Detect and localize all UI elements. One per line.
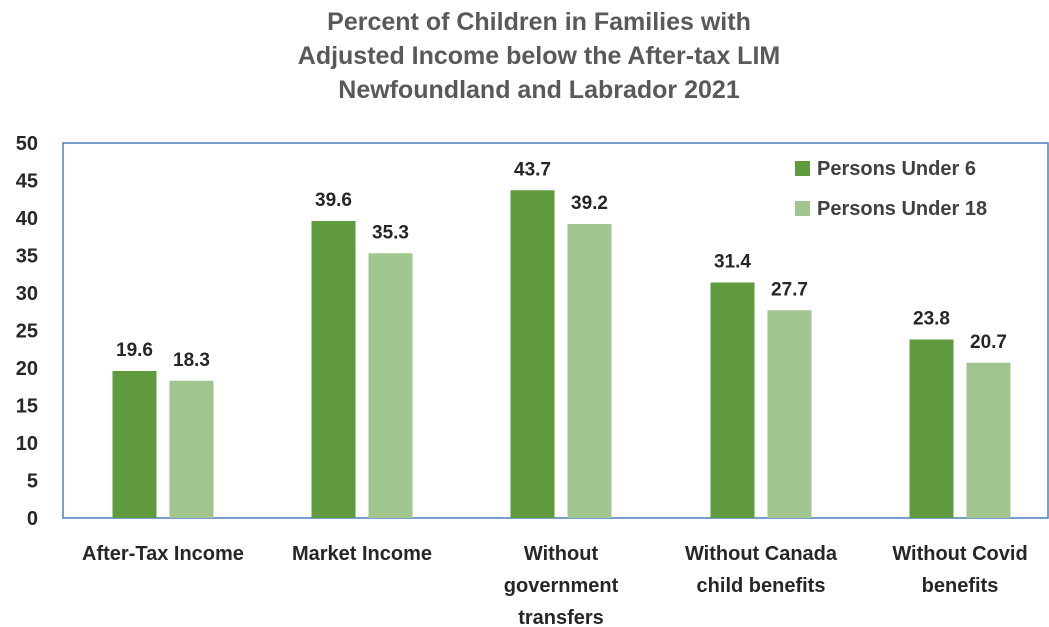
- x-tick-label: government: [504, 575, 619, 597]
- chart-title-line: Percent of Children in Families with: [327, 8, 751, 36]
- y-tick-label: 20: [16, 358, 38, 380]
- bar-persons-under-6: [112, 371, 157, 518]
- data-label: 39.2: [571, 193, 608, 214]
- y-axis: 0 5 10 15 20 25 30 35 40 45 50: [16, 133, 38, 530]
- data-label: 27.7: [771, 279, 808, 300]
- x-tick-label: benefits: [922, 575, 999, 597]
- bar-persons-under-6: [909, 339, 954, 518]
- y-tick-label: 40: [16, 208, 38, 230]
- bar-persons-under-18: [567, 224, 612, 518]
- chart-title-line: Adjusted Income below the After-tax LIM: [298, 42, 780, 70]
- x-tick-label: Without Covid: [892, 543, 1027, 565]
- bar-persons-under-18: [966, 362, 1011, 518]
- data-label: 39.6: [315, 190, 352, 211]
- bar-persons-under-6: [510, 190, 555, 518]
- legend-label: Persons Under 6: [817, 158, 976, 180]
- y-tick-label: 0: [27, 508, 38, 530]
- y-tick-label: 35: [16, 246, 38, 268]
- y-tick-label: 10: [16, 433, 38, 455]
- y-tick-label: 15: [16, 396, 38, 418]
- bar-persons-under-6: [311, 221, 356, 518]
- bar-persons-under-18: [767, 310, 812, 518]
- y-tick-label: 30: [16, 283, 38, 305]
- data-label: 19.6: [116, 340, 153, 361]
- data-label: 23.8: [913, 309, 950, 330]
- x-tick-label: child benefits: [697, 575, 826, 597]
- legend: Persons Under 6 Persons Under 18: [795, 158, 987, 220]
- x-tick-label: transfers: [518, 607, 604, 627]
- data-label: 20.7: [970, 332, 1007, 353]
- bar-persons-under-18: [368, 253, 413, 518]
- chart-title: Percent of Children in Families with Adju…: [298, 8, 780, 104]
- x-tick-label: Without Canada: [685, 543, 838, 565]
- bar-persons-under-6: [710, 282, 755, 518]
- x-tick-label: Market Income: [292, 543, 432, 565]
- legend-swatch: [795, 201, 810, 216]
- y-tick-label: 5: [27, 471, 38, 493]
- bar-persons-under-18: [169, 380, 214, 518]
- data-label: 18.3: [173, 350, 210, 371]
- x-tick-label: After-Tax Income: [82, 543, 244, 565]
- plot-area: [62, 142, 1049, 519]
- data-label: 35.3: [372, 222, 409, 243]
- bars: [112, 190, 1011, 518]
- legend-swatch: [795, 161, 810, 176]
- x-tick-label: Without: [524, 543, 599, 565]
- y-tick-label: 25: [16, 321, 38, 343]
- data-label: 43.7: [514, 159, 551, 180]
- x-axis: After-Tax Income Market Income Without gove…: [82, 543, 1028, 627]
- data-label: 31.4: [714, 252, 751, 273]
- chart-title-line: Newfoundland and Labrador 2021: [338, 76, 740, 104]
- legend-label: Persons Under 18: [817, 198, 987, 220]
- data-labels: 19.6 18.3 39.6 35.3 43.7 39.2 31.4 27.7 23.8 20.7: [116, 159, 1007, 371]
- y-tick-label: 45: [16, 171, 38, 193]
- y-tick-label: 50: [16, 133, 38, 155]
